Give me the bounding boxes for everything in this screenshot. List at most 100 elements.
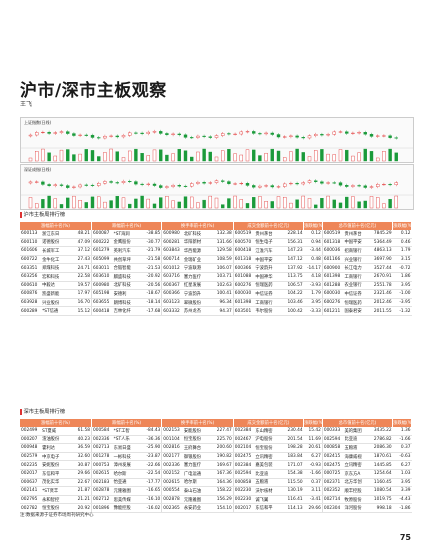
author: 王飞 xyxy=(20,101,33,108)
table-cell: 600276 xyxy=(321,298,344,308)
volume-bar xyxy=(376,197,380,209)
table-cell: 3697.90 xyxy=(366,255,393,265)
table-cell: 116.41 xyxy=(280,495,304,505)
table-cell: 美的集团 xyxy=(343,427,367,436)
table-cell: 京东方A xyxy=(343,469,367,479)
candle-body xyxy=(90,134,95,138)
table-cell: 002782 xyxy=(20,503,42,513)
volume-bar xyxy=(301,152,305,162)
candle-body xyxy=(177,133,182,136)
table-body: 002499 ST夏威 61.58 000584 *ST工智 -84.43 002153 安能… xyxy=(20,427,412,513)
table-cell: 002878 xyxy=(90,486,113,496)
table-cell: 0.48 xyxy=(303,255,323,265)
volume-bar xyxy=(283,196,287,209)
table-cell: 五粮液 xyxy=(254,478,281,488)
table-cell: 江淮汽车 xyxy=(254,246,281,256)
volume-bar xyxy=(84,149,88,162)
table-cell: 228.14 xyxy=(280,230,304,239)
chart-label: 深证成指(日线) xyxy=(24,166,52,172)
table-cell: -21.58 xyxy=(140,255,162,265)
candle-body xyxy=(276,186,281,188)
table-cell: 600276 xyxy=(232,281,255,291)
table-cell: -38.85 xyxy=(140,230,162,239)
table-cell: 华阳新材 xyxy=(182,238,212,248)
table-cell: 103.71 xyxy=(211,272,234,282)
table-cell: 601398 xyxy=(321,272,344,282)
table-cell: 1019.75 xyxy=(366,495,393,505)
candle-body xyxy=(189,183,194,187)
volume-bar xyxy=(183,196,188,209)
volume-bar xyxy=(289,151,293,162)
volume-bar xyxy=(177,201,182,209)
table-cell: 601318 xyxy=(232,255,255,265)
candle-body xyxy=(146,183,151,185)
table-cell: 金瑞矿业 xyxy=(182,255,212,265)
table-cell: 27.43 xyxy=(69,255,92,265)
table-row: 600722 金牛化工 27.43 605099 共创草坪 -21.58 600714 金瑞矿… xyxy=(20,255,412,265)
volume-bar xyxy=(134,198,138,209)
table-cell: 2321.46 xyxy=(366,289,393,299)
table-cell: 工商银行 xyxy=(254,298,281,308)
candle-body xyxy=(227,133,231,135)
table-cell: 113.75 xyxy=(280,272,304,282)
column-header: 涨幅前十名(%) xyxy=(20,419,92,427)
column-header: 总市值前十名(亿元) xyxy=(322,419,394,427)
candle-body xyxy=(351,132,355,134)
candle-body xyxy=(115,182,120,184)
table-cell: 麒盛科技 xyxy=(112,272,141,282)
table-cell: 156.29 xyxy=(211,495,234,505)
table-row: 600110 诺德股份 47.09 600222 金鹰股份 -30.77 600281 华阳新… xyxy=(20,238,412,248)
table-cell: 7845.29 xyxy=(366,230,393,239)
table-row: 002782 恒宝股份 20.92 001896 豫能控股 -16.02 002365 永安药… xyxy=(20,503,412,513)
candle-body xyxy=(78,184,82,188)
volume-bar xyxy=(109,148,113,162)
table-cell: 比亚迪 xyxy=(254,469,281,479)
table-cell: 603716 xyxy=(161,272,183,282)
candle-body xyxy=(326,134,330,136)
column-header: 涨跌幅(%) xyxy=(392,419,412,427)
table-cell: 104.22 xyxy=(280,289,304,299)
volume-bar xyxy=(146,155,151,162)
volume-bar xyxy=(338,149,343,162)
candle-body xyxy=(127,132,132,136)
table-cell: 002795 xyxy=(20,495,42,505)
table-cell: 132.38 xyxy=(211,230,234,239)
table-cell: 002615 xyxy=(90,469,113,479)
table-cell: 000584 xyxy=(90,427,113,436)
volume-bar xyxy=(59,149,64,162)
candle-body xyxy=(351,185,355,187)
volume-bar xyxy=(140,153,144,162)
table-row: 603351 郑煤科技 24.71 603011 合锻智能 -21.53 601012 宁波联… xyxy=(20,263,412,273)
table-cell: 200.60 xyxy=(211,443,234,453)
volume-bar xyxy=(251,197,256,209)
table-cell: -25.90 xyxy=(140,443,162,453)
table-cell: 王府舞台 xyxy=(182,443,212,453)
section-text: 沪市主板周排行榜 xyxy=(23,212,66,218)
table-cell: 广电运通 xyxy=(182,469,212,479)
candle-body xyxy=(177,185,182,187)
volume-bar xyxy=(363,200,367,209)
candle-body xyxy=(53,184,57,186)
table-cell: 600714 xyxy=(161,255,183,265)
column-header: 跌幅前十名(%) xyxy=(91,222,163,230)
table-cell: 22.58 xyxy=(69,272,92,282)
table-cell: 17.97 xyxy=(69,289,92,299)
candle-body xyxy=(283,136,287,138)
candle-body xyxy=(84,134,88,136)
table-row: 002795 永和智控 21.21 002712 思美传媒 -16.10 002878 元隆雅… xyxy=(20,495,412,505)
table-row: 000948 霍利达 36.59 002713 东易日盛 -25.90 002816 王府舞台… xyxy=(20,443,412,453)
table-cell: 泰山石油 xyxy=(182,486,212,496)
table-cell: 600030 xyxy=(232,289,255,299)
volume-bar xyxy=(314,204,318,209)
candle-body xyxy=(96,183,101,186)
table-cell: 豫能控股 xyxy=(112,503,141,513)
candle-body xyxy=(103,181,107,184)
candle-body xyxy=(171,185,175,187)
table-cell: 30.87 xyxy=(69,460,92,470)
table-cell: 002475 xyxy=(321,460,344,470)
candle-body xyxy=(196,135,200,138)
table-cell: *ST贤丰 xyxy=(41,486,70,496)
candle-body xyxy=(332,182,336,184)
candle-body xyxy=(146,131,151,134)
table-cell: 96.34 xyxy=(211,298,234,308)
